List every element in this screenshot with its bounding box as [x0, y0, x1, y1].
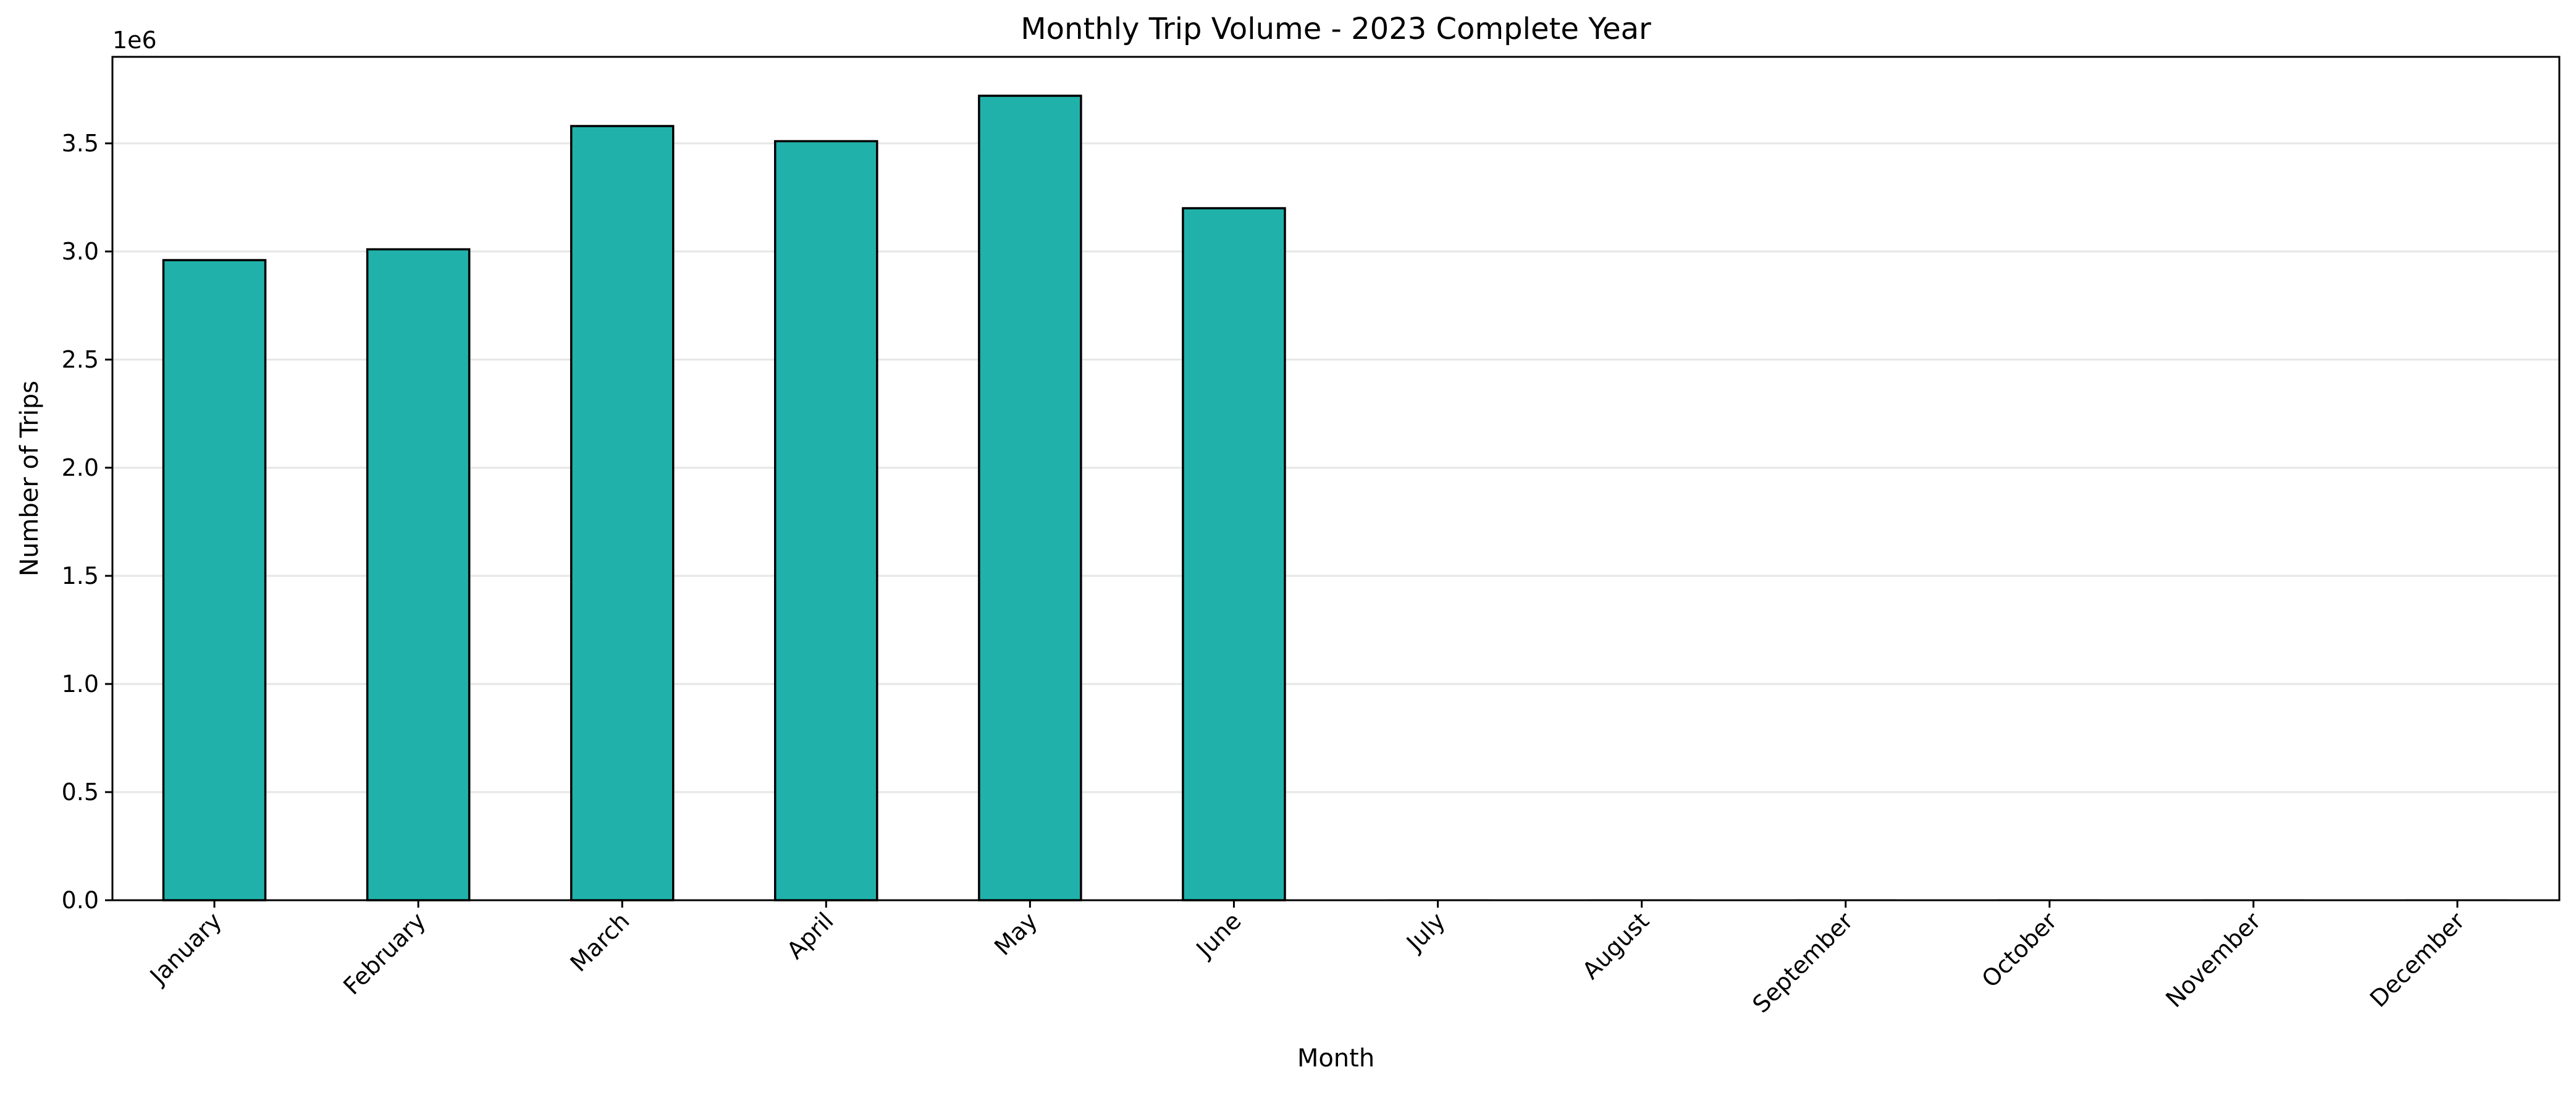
y-tick-label: 2.5 — [62, 346, 99, 373]
bar-may — [978, 95, 1082, 901]
bar-january — [162, 259, 267, 901]
bar-june — [1182, 207, 1286, 901]
y-axis-label: Number of Trips — [15, 381, 44, 576]
y-tick-label: 0.5 — [62, 779, 99, 806]
y-tick-label: 3.0 — [62, 238, 99, 265]
bar-february — [366, 248, 471, 901]
x-axis-label: Month — [1297, 1044, 1374, 1073]
bar-april — [774, 140, 878, 901]
y-tick-label: 1.0 — [62, 670, 99, 698]
y-axis-offset-label: 1e6 — [112, 27, 157, 54]
plot-frame — [111, 56, 2561, 901]
bars — [162, 95, 2509, 901]
y-axis-ticks: 0.0 0.5 1.0 1.5 2.0 2.5 3.0 3.5 — [62, 130, 112, 914]
y-tick-label: 1.5 — [62, 562, 99, 589]
bar-march — [570, 125, 675, 901]
y-tick-label: 3.5 — [62, 130, 99, 157]
y-tick-label: 2.0 — [62, 454, 99, 481]
chart-title: Monthly Trip Volume - 2023 Complete Year — [1021, 12, 1651, 46]
y-tick-label: 0.0 — [62, 887, 99, 914]
